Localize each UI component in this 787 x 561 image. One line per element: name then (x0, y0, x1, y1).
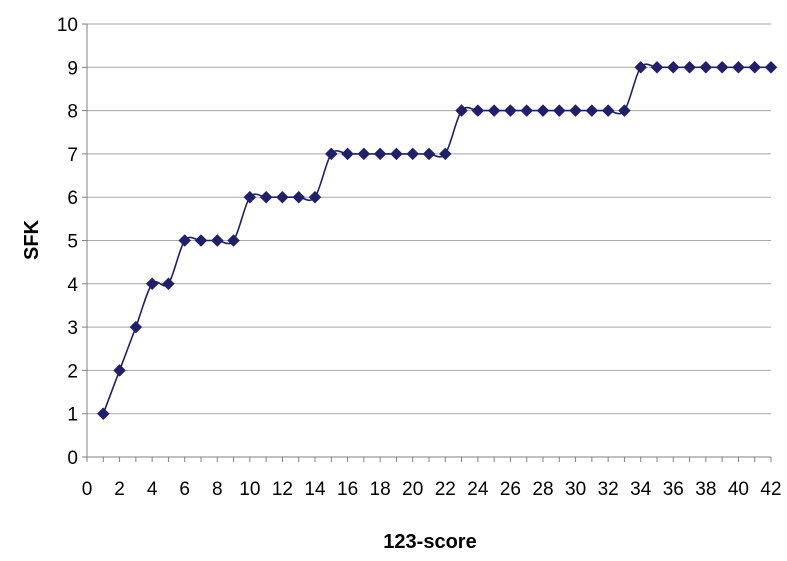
data-point-marker (520, 104, 534, 117)
y-tick-label: 5 (67, 232, 78, 253)
x-tick-label: 18 (370, 479, 391, 500)
data-point-marker (471, 104, 485, 117)
series-layer (96, 60, 778, 421)
x-tick-label: 32 (598, 479, 619, 500)
data-point-marker (276, 190, 289, 204)
data-point-marker (732, 60, 745, 74)
x-tick-label: 40 (728, 479, 749, 500)
data-point-marker (259, 190, 273, 204)
x-tick-label: 26 (500, 479, 521, 500)
y-tick-label: 2 (67, 361, 78, 382)
y-tick-label: 3 (67, 318, 78, 339)
x-tick-label: 38 (695, 479, 716, 500)
x-tick-label: 20 (402, 479, 423, 500)
y-tick-label: 7 (67, 145, 78, 166)
data-point-marker (308, 190, 322, 204)
y-tick-label: 0 (67, 448, 78, 469)
data-point-marker (683, 60, 696, 74)
data-point-marker (699, 60, 713, 74)
data-point-marker (113, 364, 126, 377)
x-tick-label: 24 (467, 479, 489, 500)
data-point-marker (390, 147, 403, 161)
data-point-marker (487, 104, 501, 117)
x-tick-label: 36 (663, 479, 684, 500)
y-tick-label: 4 (67, 275, 78, 296)
data-point-marker (552, 104, 566, 117)
data-point-marker (601, 104, 615, 117)
data-point-marker (129, 320, 143, 334)
data-point-marker (438, 147, 452, 161)
x-tick-label: 14 (304, 479, 326, 500)
data-point-marker (455, 104, 468, 117)
data-point-marker (748, 60, 762, 74)
data-point-marker (715, 60, 729, 74)
axis-layer (82, 23, 772, 462)
y-tick-label: 8 (67, 102, 78, 123)
data-point-marker (227, 234, 240, 247)
x-tick-label: 8 (212, 479, 223, 500)
y-axis-title: SFK (21, 219, 43, 260)
data-point-marker (162, 277, 175, 291)
x-tick-label: 42 (760, 479, 781, 500)
data-point-marker (324, 147, 338, 161)
x-tick-label: 28 (532, 479, 553, 500)
y-tick-label: 10 (57, 15, 78, 36)
data-point-marker (504, 104, 517, 117)
data-point-marker (210, 234, 224, 247)
data-point-marker (536, 104, 550, 117)
x-tick-label: 34 (630, 479, 652, 500)
data-point-marker (406, 147, 420, 161)
x-tick-label: 4 (147, 479, 158, 500)
grid-layer (87, 23, 771, 415)
data-point-marker (666, 60, 680, 74)
data-point-marker (96, 407, 110, 421)
data-point-marker (194, 234, 208, 247)
x-tick-label: 6 (179, 479, 190, 500)
x-tick-label: 10 (239, 479, 260, 500)
y-tick-label: 6 (67, 188, 78, 209)
data-point-marker (243, 190, 257, 204)
data-point-marker (357, 147, 371, 161)
data-point-marker (585, 104, 599, 117)
x-tick-label: 22 (435, 479, 456, 500)
x-tick-label: 30 (565, 479, 586, 500)
x-axis-title: 123-score (383, 531, 476, 553)
data-point-marker (650, 60, 664, 74)
data-point-marker (145, 277, 159, 291)
data-point-marker (569, 104, 582, 117)
y-tick-label: 9 (67, 58, 78, 79)
data-point-marker (422, 147, 436, 161)
data-point-marker (341, 147, 354, 161)
x-tick-label: 16 (337, 479, 358, 500)
data-point-marker (373, 147, 387, 161)
data-point-marker (292, 190, 306, 204)
y-tick-label: 1 (67, 405, 78, 426)
data-point-marker (178, 234, 192, 247)
data-point-marker (764, 60, 778, 74)
x-tick-label: 12 (272, 479, 293, 500)
x-tick-label: 0 (82, 479, 93, 500)
data-point-marker (634, 60, 648, 74)
x-tick-label: 2 (114, 479, 125, 500)
data-point-marker (618, 104, 631, 117)
